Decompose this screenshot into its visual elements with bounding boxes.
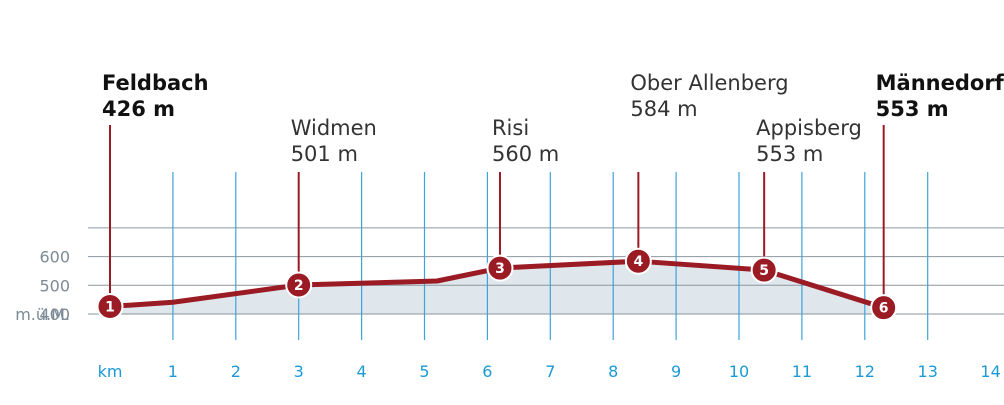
x-tick-label: 8 bbox=[608, 362, 618, 381]
waypoint-elevation: 560 m bbox=[492, 142, 559, 166]
waypoint-number: 4 bbox=[633, 254, 643, 270]
waypoint-name: Appisberg bbox=[756, 116, 862, 140]
x-tick-label: 3 bbox=[294, 362, 304, 381]
waypoint-name: Feldbach bbox=[102, 71, 209, 95]
waypoint-elevation: 584 m bbox=[630, 97, 697, 121]
waypoint-name: Risi bbox=[492, 116, 529, 140]
x-tick-label: 4 bbox=[357, 362, 367, 381]
waypoint-elevation: 426 m bbox=[102, 97, 175, 121]
x-tick-label: 5 bbox=[419, 362, 429, 381]
elevation-line-layer bbox=[107, 258, 887, 311]
waypoint-marker bbox=[750, 256, 778, 284]
y-tick-label: 600 bbox=[39, 248, 70, 267]
elevation-line bbox=[107, 258, 887, 311]
x-tick-label: 12 bbox=[855, 362, 875, 381]
x-tick-label: 14 bbox=[980, 362, 1000, 381]
waypoint-number: 1 bbox=[105, 300, 115, 316]
x-tick-label: 6 bbox=[482, 362, 492, 381]
waypoint-markers: 1 2 3 4 5 6 bbox=[96, 247, 898, 322]
waypoint-number: 2 bbox=[294, 278, 304, 294]
x-tick-label: 9 bbox=[671, 362, 681, 381]
waypoint-marker bbox=[624, 247, 652, 275]
x-axis-ticks: km 1 2 3 4 5 6 7 8 9 10 11 12 13 14 bbox=[98, 362, 1001, 381]
waypoint-elevation: 501 m bbox=[291, 142, 358, 166]
y-tick-label: 500 bbox=[39, 276, 70, 295]
x-tick-label: 2 bbox=[231, 362, 241, 381]
x-unit-label: km bbox=[98, 362, 123, 381]
elevation-area-layer bbox=[110, 261, 884, 314]
y-tick-label: 400 bbox=[39, 305, 70, 324]
waypoint-name: Ober Allenberg bbox=[630, 71, 788, 95]
waypoint-marker bbox=[486, 254, 514, 282]
x-tick-label: 7 bbox=[545, 362, 555, 381]
y-unit-label: m.ü.M. bbox=[15, 305, 70, 324]
waypoint-marker bbox=[285, 271, 313, 299]
waypoint-number: 3 bbox=[495, 261, 505, 277]
waypoint-name: Widmen bbox=[291, 116, 377, 140]
x-tick-label: 11 bbox=[792, 362, 812, 381]
y-axis-ticks: 400 500 600 m.ü.M. bbox=[15, 248, 70, 324]
grid-layer bbox=[88, 172, 1004, 340]
waypoint-number: 6 bbox=[879, 301, 889, 317]
waypoint-elevation: 553 m bbox=[876, 97, 949, 121]
waypoint-name: Männedorf bbox=[876, 71, 1004, 95]
x-tick-label: 10 bbox=[729, 362, 749, 381]
waypoint-elevation: 553 m bbox=[756, 142, 823, 166]
x-tick-label: 1 bbox=[168, 362, 178, 381]
waypoint-marker bbox=[96, 293, 124, 321]
x-tick-label: 13 bbox=[918, 362, 938, 381]
waypoint-marker bbox=[870, 294, 898, 322]
waypoint-number: 5 bbox=[759, 263, 769, 279]
waypoint-leaders bbox=[109, 125, 885, 308]
elevation-area bbox=[110, 261, 884, 314]
